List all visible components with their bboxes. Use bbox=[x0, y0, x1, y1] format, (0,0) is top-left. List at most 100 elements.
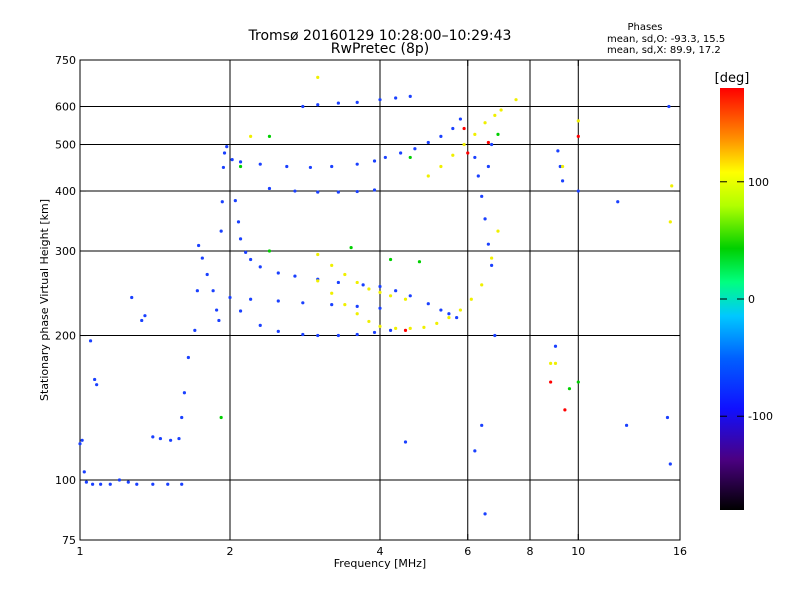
echo-point bbox=[624, 423, 629, 427]
x-tick-label: 16 bbox=[673, 545, 687, 558]
echo-point bbox=[230, 158, 234, 162]
colorbar-tick-label: 0 bbox=[748, 293, 755, 306]
echo-point bbox=[316, 279, 320, 283]
x-axis-label: Frequency [MHz] bbox=[334, 557, 426, 570]
echo-point bbox=[403, 328, 408, 332]
echo-point bbox=[549, 361, 553, 365]
echo-point bbox=[399, 151, 403, 155]
echo-point bbox=[225, 145, 229, 149]
echo-point bbox=[388, 328, 393, 332]
echo-point bbox=[355, 332, 359, 337]
echo-point bbox=[408, 155, 412, 160]
echo-point bbox=[330, 164, 334, 169]
colorbar-ticks: 100 0 -100 bbox=[720, 176, 773, 423]
echo-point bbox=[493, 333, 497, 338]
x-tick-label: 2 bbox=[227, 545, 234, 558]
echo-point bbox=[408, 294, 412, 298]
y-tick-label: 400 bbox=[55, 185, 76, 198]
echo-point bbox=[388, 257, 393, 262]
x-tick-label: 8 bbox=[527, 545, 534, 558]
echo-point bbox=[665, 415, 670, 420]
x-tick-label: 10 bbox=[571, 545, 585, 558]
echo-point bbox=[267, 134, 272, 138]
echo-point bbox=[236, 220, 241, 224]
echo-point bbox=[301, 104, 305, 109]
echo-point bbox=[244, 250, 248, 255]
echo-point bbox=[343, 302, 347, 307]
echo-point bbox=[549, 380, 553, 384]
echo-point bbox=[238, 160, 243, 164]
echo-point bbox=[413, 147, 417, 151]
echo-point bbox=[668, 462, 672, 466]
echo-point bbox=[166, 482, 170, 486]
echo-point bbox=[180, 482, 184, 486]
x-tick-label: 6 bbox=[464, 545, 471, 558]
echo-point bbox=[93, 377, 97, 382]
echo-point bbox=[668, 220, 672, 224]
echo-point bbox=[439, 134, 443, 138]
echo-point bbox=[496, 229, 500, 233]
phase-x-stats: mean, sd,X: 89.9, 17.2 bbox=[607, 45, 721, 56]
echo-point bbox=[169, 438, 173, 442]
echo-point bbox=[219, 229, 223, 233]
echo-point bbox=[439, 308, 443, 312]
echo-point bbox=[276, 299, 280, 303]
echo-point bbox=[316, 333, 320, 338]
echo-point bbox=[447, 312, 451, 316]
echo-point bbox=[378, 98, 382, 102]
echo-point bbox=[473, 155, 477, 160]
echo-point bbox=[182, 391, 186, 395]
echo-point bbox=[480, 194, 484, 198]
echo-point bbox=[462, 142, 466, 147]
echo-point bbox=[221, 165, 226, 170]
echo-point bbox=[372, 188, 377, 192]
echo-point bbox=[560, 164, 565, 169]
echo-point bbox=[367, 287, 371, 291]
echo-point bbox=[476, 174, 480, 178]
echo-point bbox=[238, 309, 243, 313]
axis-ticks: 1 2 4 6 8 10 16 75 100 200 300 400 500 600 750 bbox=[55, 54, 687, 558]
echo-point bbox=[616, 200, 620, 204]
echo-point bbox=[91, 482, 95, 486]
echo-point bbox=[80, 438, 84, 442]
echo-point bbox=[355, 312, 359, 316]
echo-point bbox=[330, 263, 334, 267]
colorbar-tick-label: -100 bbox=[748, 410, 773, 423]
echo-point bbox=[490, 256, 494, 260]
colorbar-tick-label: 100 bbox=[748, 176, 769, 189]
echo-point bbox=[78, 442, 82, 446]
echo-point bbox=[499, 108, 503, 112]
echo-point bbox=[394, 289, 398, 293]
echo-point bbox=[151, 435, 155, 439]
echo-point bbox=[394, 326, 398, 330]
echo-point bbox=[378, 324, 382, 328]
echo-point bbox=[469, 297, 473, 301]
echo-point bbox=[486, 164, 490, 169]
echo-point bbox=[490, 142, 494, 147]
y-tick-label: 500 bbox=[55, 139, 76, 152]
echo-point bbox=[355, 189, 359, 194]
echo-point bbox=[408, 94, 412, 98]
y-tick-label: 750 bbox=[55, 54, 76, 67]
echo-point bbox=[301, 332, 305, 337]
echo-point bbox=[514, 98, 518, 102]
echo-point bbox=[276, 271, 280, 275]
echo-point bbox=[355, 100, 359, 104]
echo-point bbox=[195, 289, 199, 293]
echo-point bbox=[458, 308, 463, 312]
echo-point bbox=[336, 280, 340, 285]
echo-point bbox=[486, 242, 490, 246]
echo-point bbox=[82, 470, 86, 474]
echo-point bbox=[205, 272, 209, 277]
y-tick-label: 200 bbox=[55, 330, 76, 343]
x-tick-label: 4 bbox=[377, 545, 384, 558]
echo-point bbox=[417, 260, 422, 264]
echo-point bbox=[217, 318, 221, 323]
echo-point bbox=[222, 151, 227, 155]
echo-point bbox=[200, 256, 204, 260]
echo-point bbox=[486, 140, 490, 145]
echo-point bbox=[496, 132, 500, 136]
echo-point bbox=[560, 179, 565, 183]
echo-point bbox=[462, 126, 466, 131]
echo-point bbox=[258, 265, 262, 269]
